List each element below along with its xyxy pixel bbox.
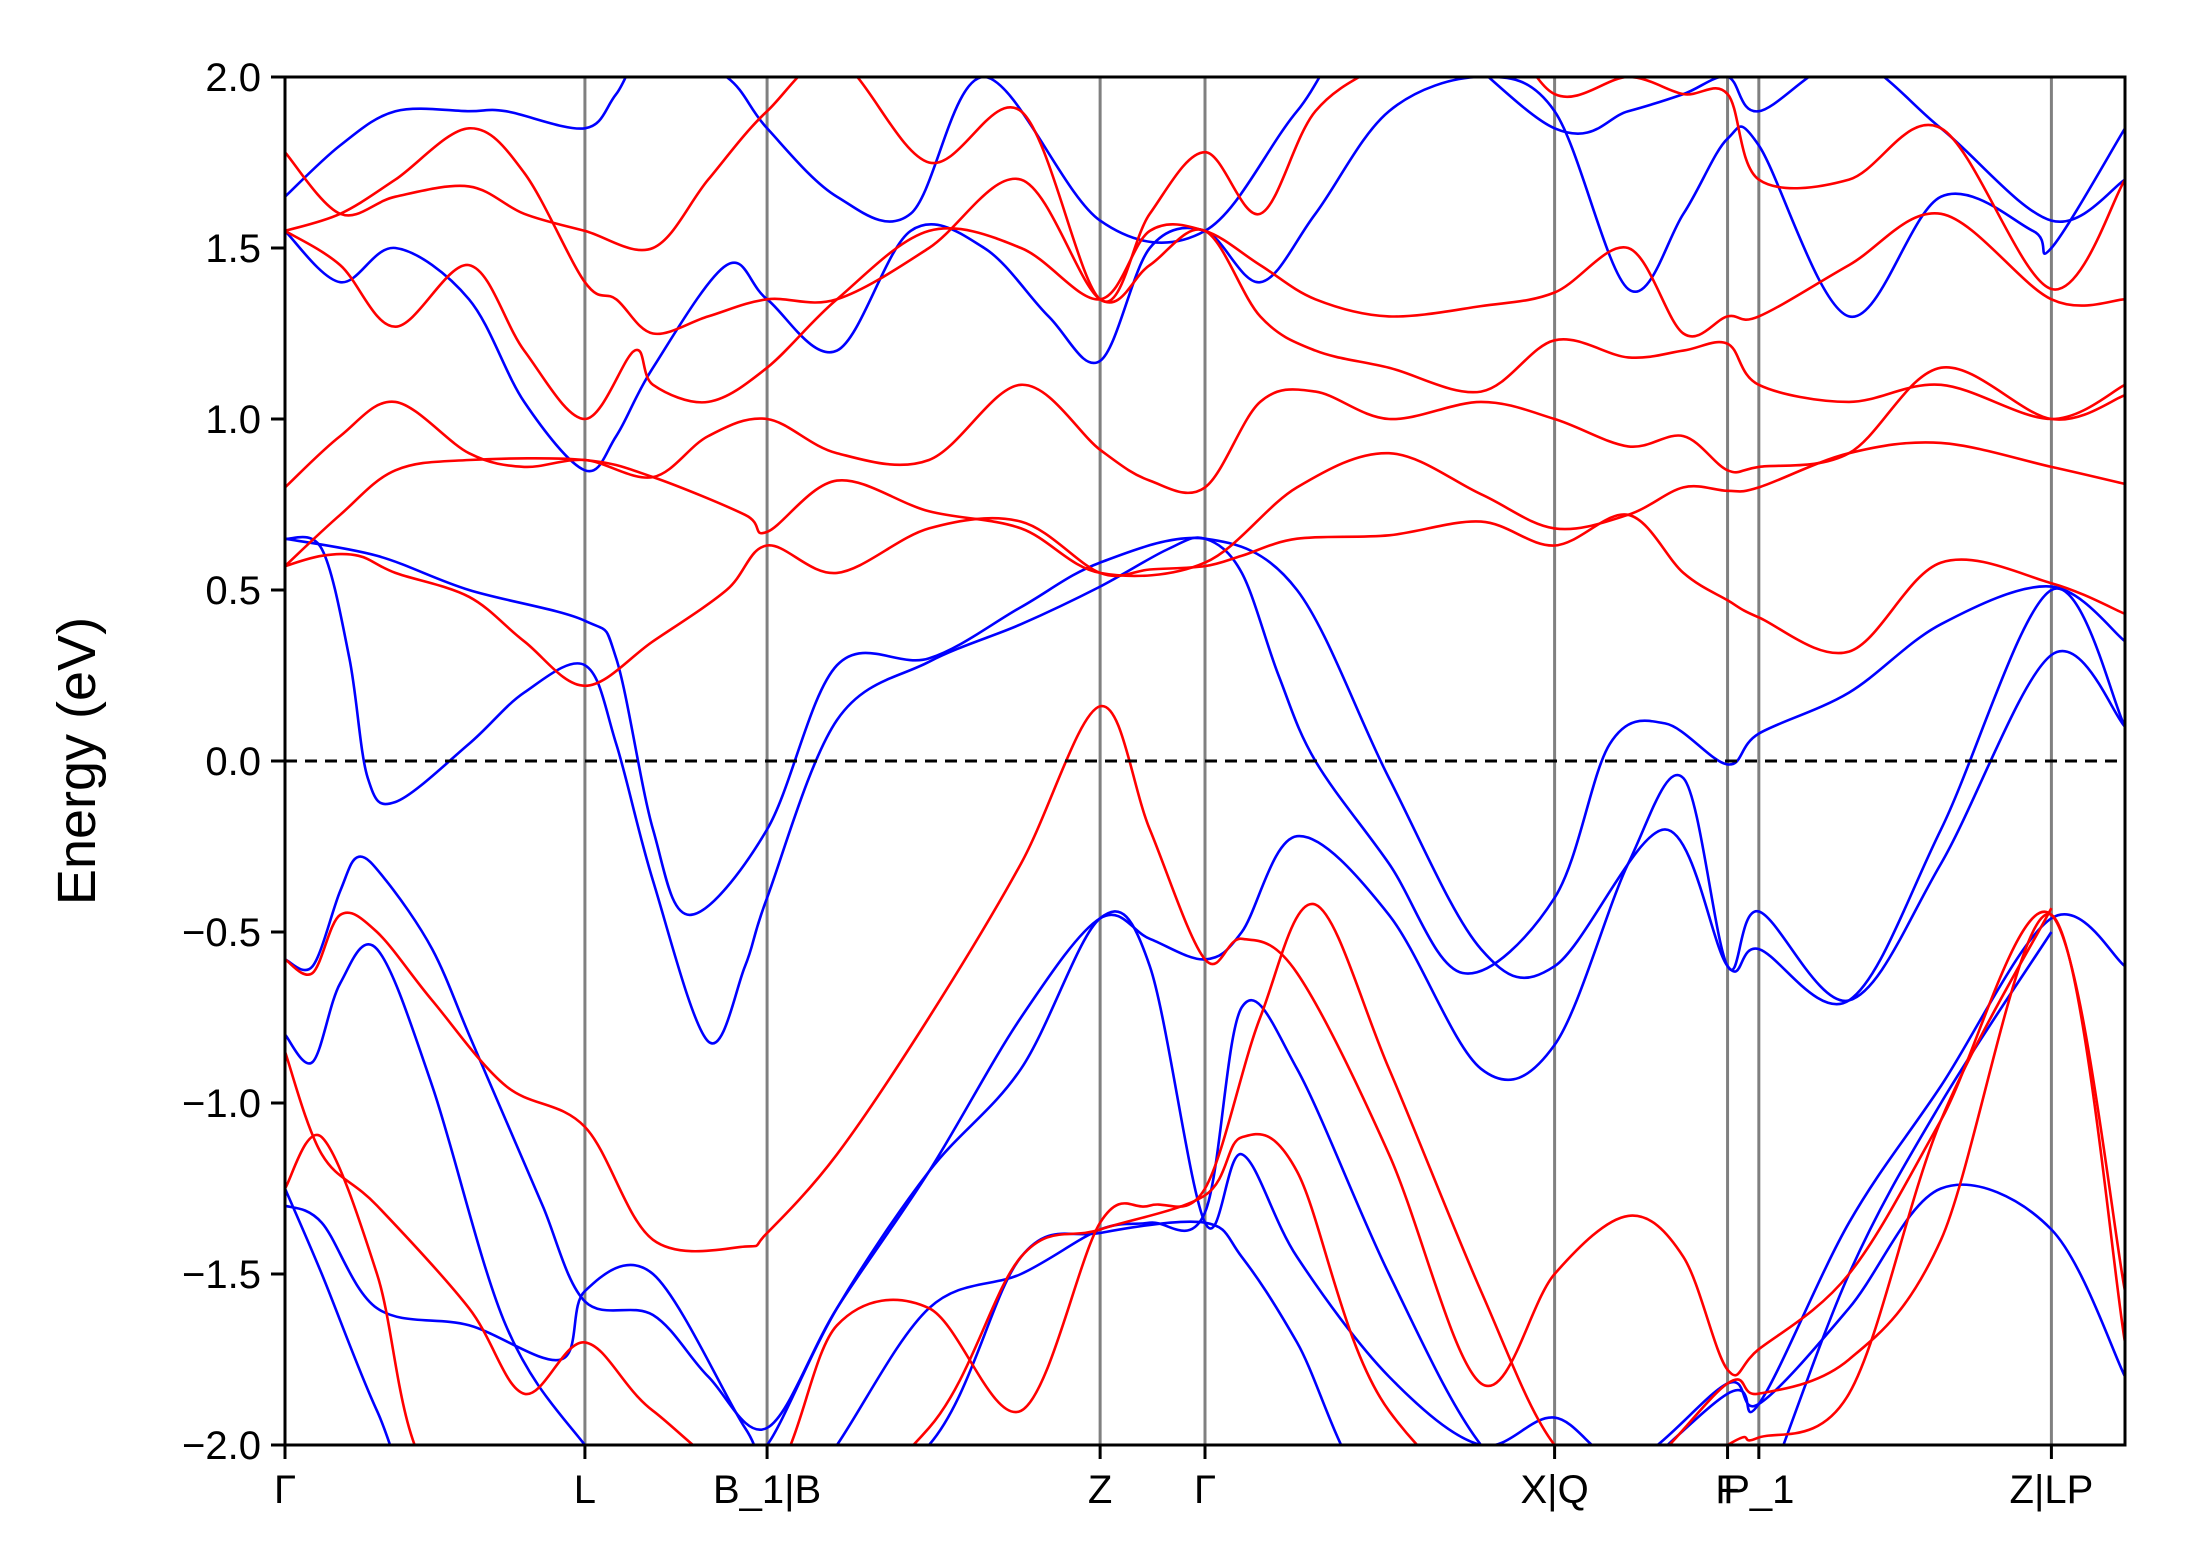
x-tick-label: F <box>1715 1468 1739 1512</box>
band-line-11 <box>285 441 2125 578</box>
band-line-12 <box>285 212 2125 421</box>
x-axis-ticks: Γ L B_1|B Z Γ X|Q FP_1 Z|LP <box>274 1445 2093 1512</box>
y-tick-label: −1.0 <box>182 1082 261 1126</box>
band-line-15 <box>285 902 2125 1445</box>
x-tick-label: Γ <box>1194 1468 1216 1512</box>
band-line-14 <box>285 77 2125 303</box>
y-tick-label: 0.5 <box>205 569 261 613</box>
x-tick-label: Z|LP <box>2010 1468 2094 1512</box>
x-tick-label: Γ <box>274 1468 296 1512</box>
band-line-3 <box>285 77 2125 473</box>
x-tick-label: Z <box>1088 1468 1112 1512</box>
y-tick-label: −0.5 <box>182 911 261 955</box>
y-tick-label: −1.5 <box>182 1253 261 1297</box>
y-tick-label: 2.0 <box>205 56 261 100</box>
x-tick-label: B_1|B <box>713 1468 821 1512</box>
y-axis-ticks: −2.0 −1.5 −1.0 −0.5 0.0 0.5 1.0 1.5 2.0 <box>182 56 285 1468</box>
band-line-7 <box>285 931 2053 1445</box>
x-tick-label: X|Q <box>1521 1468 1589 1512</box>
band-line-1 <box>285 535 2125 1045</box>
y-tick-label: 1.0 <box>205 398 261 442</box>
x-tick-label: L <box>574 1468 596 1512</box>
band-line-16 <box>285 907 2053 1445</box>
band-line-4 <box>285 77 2125 244</box>
band-line-13 <box>285 126 2125 421</box>
band-lines <box>285 77 2125 1445</box>
y-axis-label: Energy (eV) <box>47 617 107 905</box>
x-tick-label: P_1 <box>1723 1468 1794 1512</box>
band-line-6 <box>285 913 2125 1445</box>
band-line-2 <box>285 536 2125 1006</box>
y-tick-label: 0.0 <box>205 740 261 784</box>
band-line-8 <box>285 704 2125 1388</box>
y-tick-label: 1.5 <box>205 227 261 271</box>
band-line-9 <box>285 513 2125 688</box>
y-tick-label: −2.0 <box>182 1424 261 1468</box>
